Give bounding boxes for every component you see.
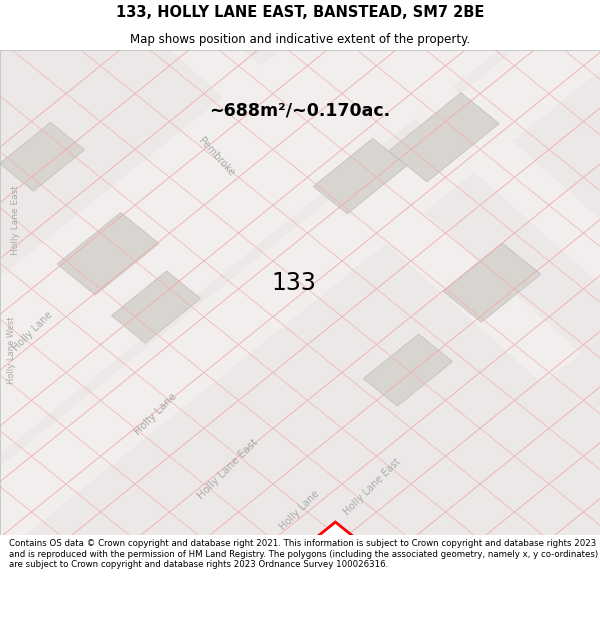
Text: 133: 133 xyxy=(272,271,316,295)
Polygon shape xyxy=(160,11,581,382)
Polygon shape xyxy=(200,522,429,625)
Polygon shape xyxy=(364,334,452,406)
Polygon shape xyxy=(313,138,407,214)
Polygon shape xyxy=(112,271,200,343)
Text: ~688m²/~0.170ac.: ~688m²/~0.170ac. xyxy=(209,102,391,119)
Polygon shape xyxy=(0,122,85,191)
Text: Holly Lane: Holly Lane xyxy=(278,489,322,532)
Polygon shape xyxy=(0,50,600,535)
Polygon shape xyxy=(0,0,600,480)
Polygon shape xyxy=(57,213,159,295)
Text: Holly Lane East: Holly Lane East xyxy=(10,185,19,255)
Polygon shape xyxy=(328,11,600,382)
Polygon shape xyxy=(389,92,499,182)
Text: Holly Lane: Holly Lane xyxy=(133,391,179,437)
Text: Pembroke: Pembroke xyxy=(196,136,236,178)
Text: Holly Lane: Holly Lane xyxy=(11,309,55,353)
Text: Holly Lane East: Holly Lane East xyxy=(342,456,402,517)
Text: Map shows position and indicative extent of the property.: Map shows position and indicative extent… xyxy=(130,32,470,46)
Polygon shape xyxy=(443,243,541,322)
Polygon shape xyxy=(0,0,600,392)
Text: Holly Lane East: Holly Lane East xyxy=(196,438,260,501)
Text: 133, HOLLY LANE EAST, BANSTEAD, SM7 2BE: 133, HOLLY LANE EAST, BANSTEAD, SM7 2BE xyxy=(116,5,484,20)
Text: Holly Lane West: Holly Lane West xyxy=(7,317,17,384)
Text: Contains OS data © Crown copyright and database right 2021. This information is : Contains OS data © Crown copyright and d… xyxy=(9,539,598,569)
Polygon shape xyxy=(0,0,600,581)
